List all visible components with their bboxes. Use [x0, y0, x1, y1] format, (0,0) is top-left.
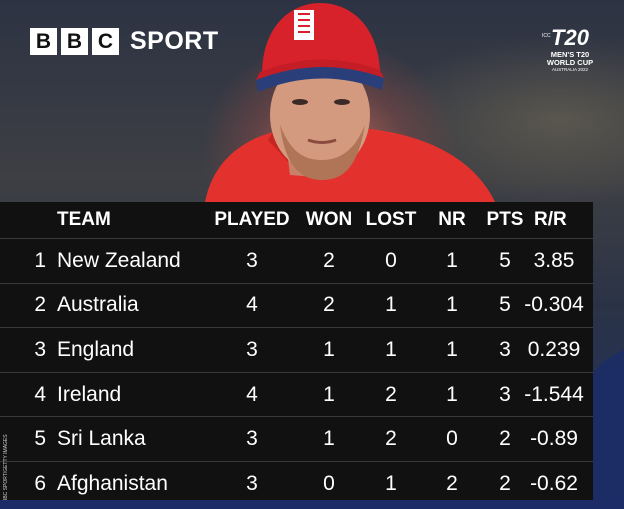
logo-line-mens: MEN'S T20 — [550, 50, 590, 59]
pts-value: 2 — [499, 427, 511, 451]
logo-line-world-cup: WORLD CUP — [546, 58, 594, 67]
table-row: 2 Australia 4 2 1 1 5 -0.304 — [0, 282, 593, 328]
position: 2 — [34, 293, 46, 317]
played-value: 4 — [246, 293, 258, 317]
t20-world-cup-logo: ICC T20 MEN'S T20 WORLD CUP AUSTRALIA 20… — [540, 27, 600, 79]
team-name: England — [57, 337, 135, 361]
table-header-row: TEAM PLAYED WON LOST NR PTS R/R — [0, 202, 593, 238]
header-team: TEAM — [57, 209, 111, 230]
won-value: 1 — [323, 382, 335, 406]
table-row: 5 Sri Lanka 3 1 2 0 2 -0.89 — [0, 416, 593, 461]
played-value: 3 — [246, 248, 258, 272]
lost-value: 2 — [385, 427, 397, 451]
team-name: Australia — [57, 293, 139, 317]
won-value: 1 — [323, 337, 335, 361]
nr-value: 2 — [446, 471, 458, 495]
nr-value: 1 — [446, 248, 458, 272]
t20-mark: T20 — [551, 25, 589, 50]
nr-value: 1 — [446, 337, 458, 361]
played-value: 3 — [246, 471, 258, 495]
rr-value: 3.85 — [533, 248, 575, 272]
bbc-letter-box: B — [30, 28, 57, 55]
table-row: 1 New Zealand 3 2 0 1 5 3.85 — [0, 238, 593, 283]
played-value: 3 — [246, 427, 258, 451]
position: 5 — [34, 427, 46, 451]
rr-value: -0.304 — [524, 293, 584, 317]
icc-label: ICC — [542, 33, 551, 39]
team-name: Ireland — [57, 382, 122, 406]
header-pts: PTS — [486, 209, 524, 230]
played-value: 4 — [246, 382, 258, 406]
position: 4 — [34, 382, 46, 406]
table-row: 6 Afghanistan 3 0 1 2 2 -0.62 — [0, 460, 593, 506]
header-nr: NR — [438, 209, 466, 230]
header-played: PLAYED — [214, 209, 290, 230]
pts-value: 5 — [499, 293, 511, 317]
nr-value: 0 — [446, 427, 458, 451]
bbc-letter-box: C — [92, 28, 119, 55]
position: 6 — [34, 471, 46, 495]
lost-value: 2 — [385, 382, 397, 406]
header-rr: R/R — [534, 209, 567, 230]
position: 1 — [34, 248, 46, 272]
position: 3 — [34, 337, 46, 361]
photo-credit: BBC SPORT/GETTY IMAGES — [3, 434, 9, 502]
won-value: 0 — [323, 471, 335, 495]
team-name: Sri Lanka — [57, 427, 146, 451]
nr-value: 1 — [446, 293, 458, 317]
rr-value: -0.62 — [530, 471, 578, 495]
rr-value: -1.544 — [524, 382, 584, 406]
team-name: New Zealand — [57, 248, 181, 272]
lost-value: 0 — [385, 248, 397, 272]
won-value: 2 — [323, 248, 335, 272]
pts-value: 2 — [499, 471, 511, 495]
pts-value: 3 — [499, 382, 511, 406]
won-value: 1 — [323, 427, 335, 451]
lost-value: 1 — [385, 293, 397, 317]
table-row: 3 England 3 1 1 1 3 0.239 — [0, 327, 593, 372]
rr-value: 0.239 — [527, 337, 581, 361]
header-won: WON — [305, 209, 353, 230]
nr-value: 1 — [446, 382, 458, 406]
rr-value: -0.89 — [530, 427, 578, 451]
played-value: 3 — [246, 337, 258, 361]
lost-value: 1 — [385, 471, 397, 495]
header-lost: LOST — [365, 209, 417, 230]
bbc-sport-logo: B B C SPORT — [30, 27, 219, 56]
lost-value: 1 — [385, 337, 397, 361]
pts-value: 3 — [499, 337, 511, 361]
bbc-letter-box: B — [61, 28, 88, 55]
sport-wordmark: SPORT — [130, 27, 219, 55]
table-row: 4 Ireland 4 1 2 1 3 -1.544 — [0, 371, 593, 417]
pts-value: 5 — [499, 248, 511, 272]
won-value: 2 — [323, 293, 335, 317]
standings-table: TEAM PLAYED WON LOST NR PTS R/R 1 New Ze… — [0, 202, 593, 500]
team-name: Afghanistan — [57, 471, 168, 495]
bottom-strip — [0, 500, 624, 509]
logo-line-host: AUSTRALIA 2022 — [551, 67, 589, 72]
